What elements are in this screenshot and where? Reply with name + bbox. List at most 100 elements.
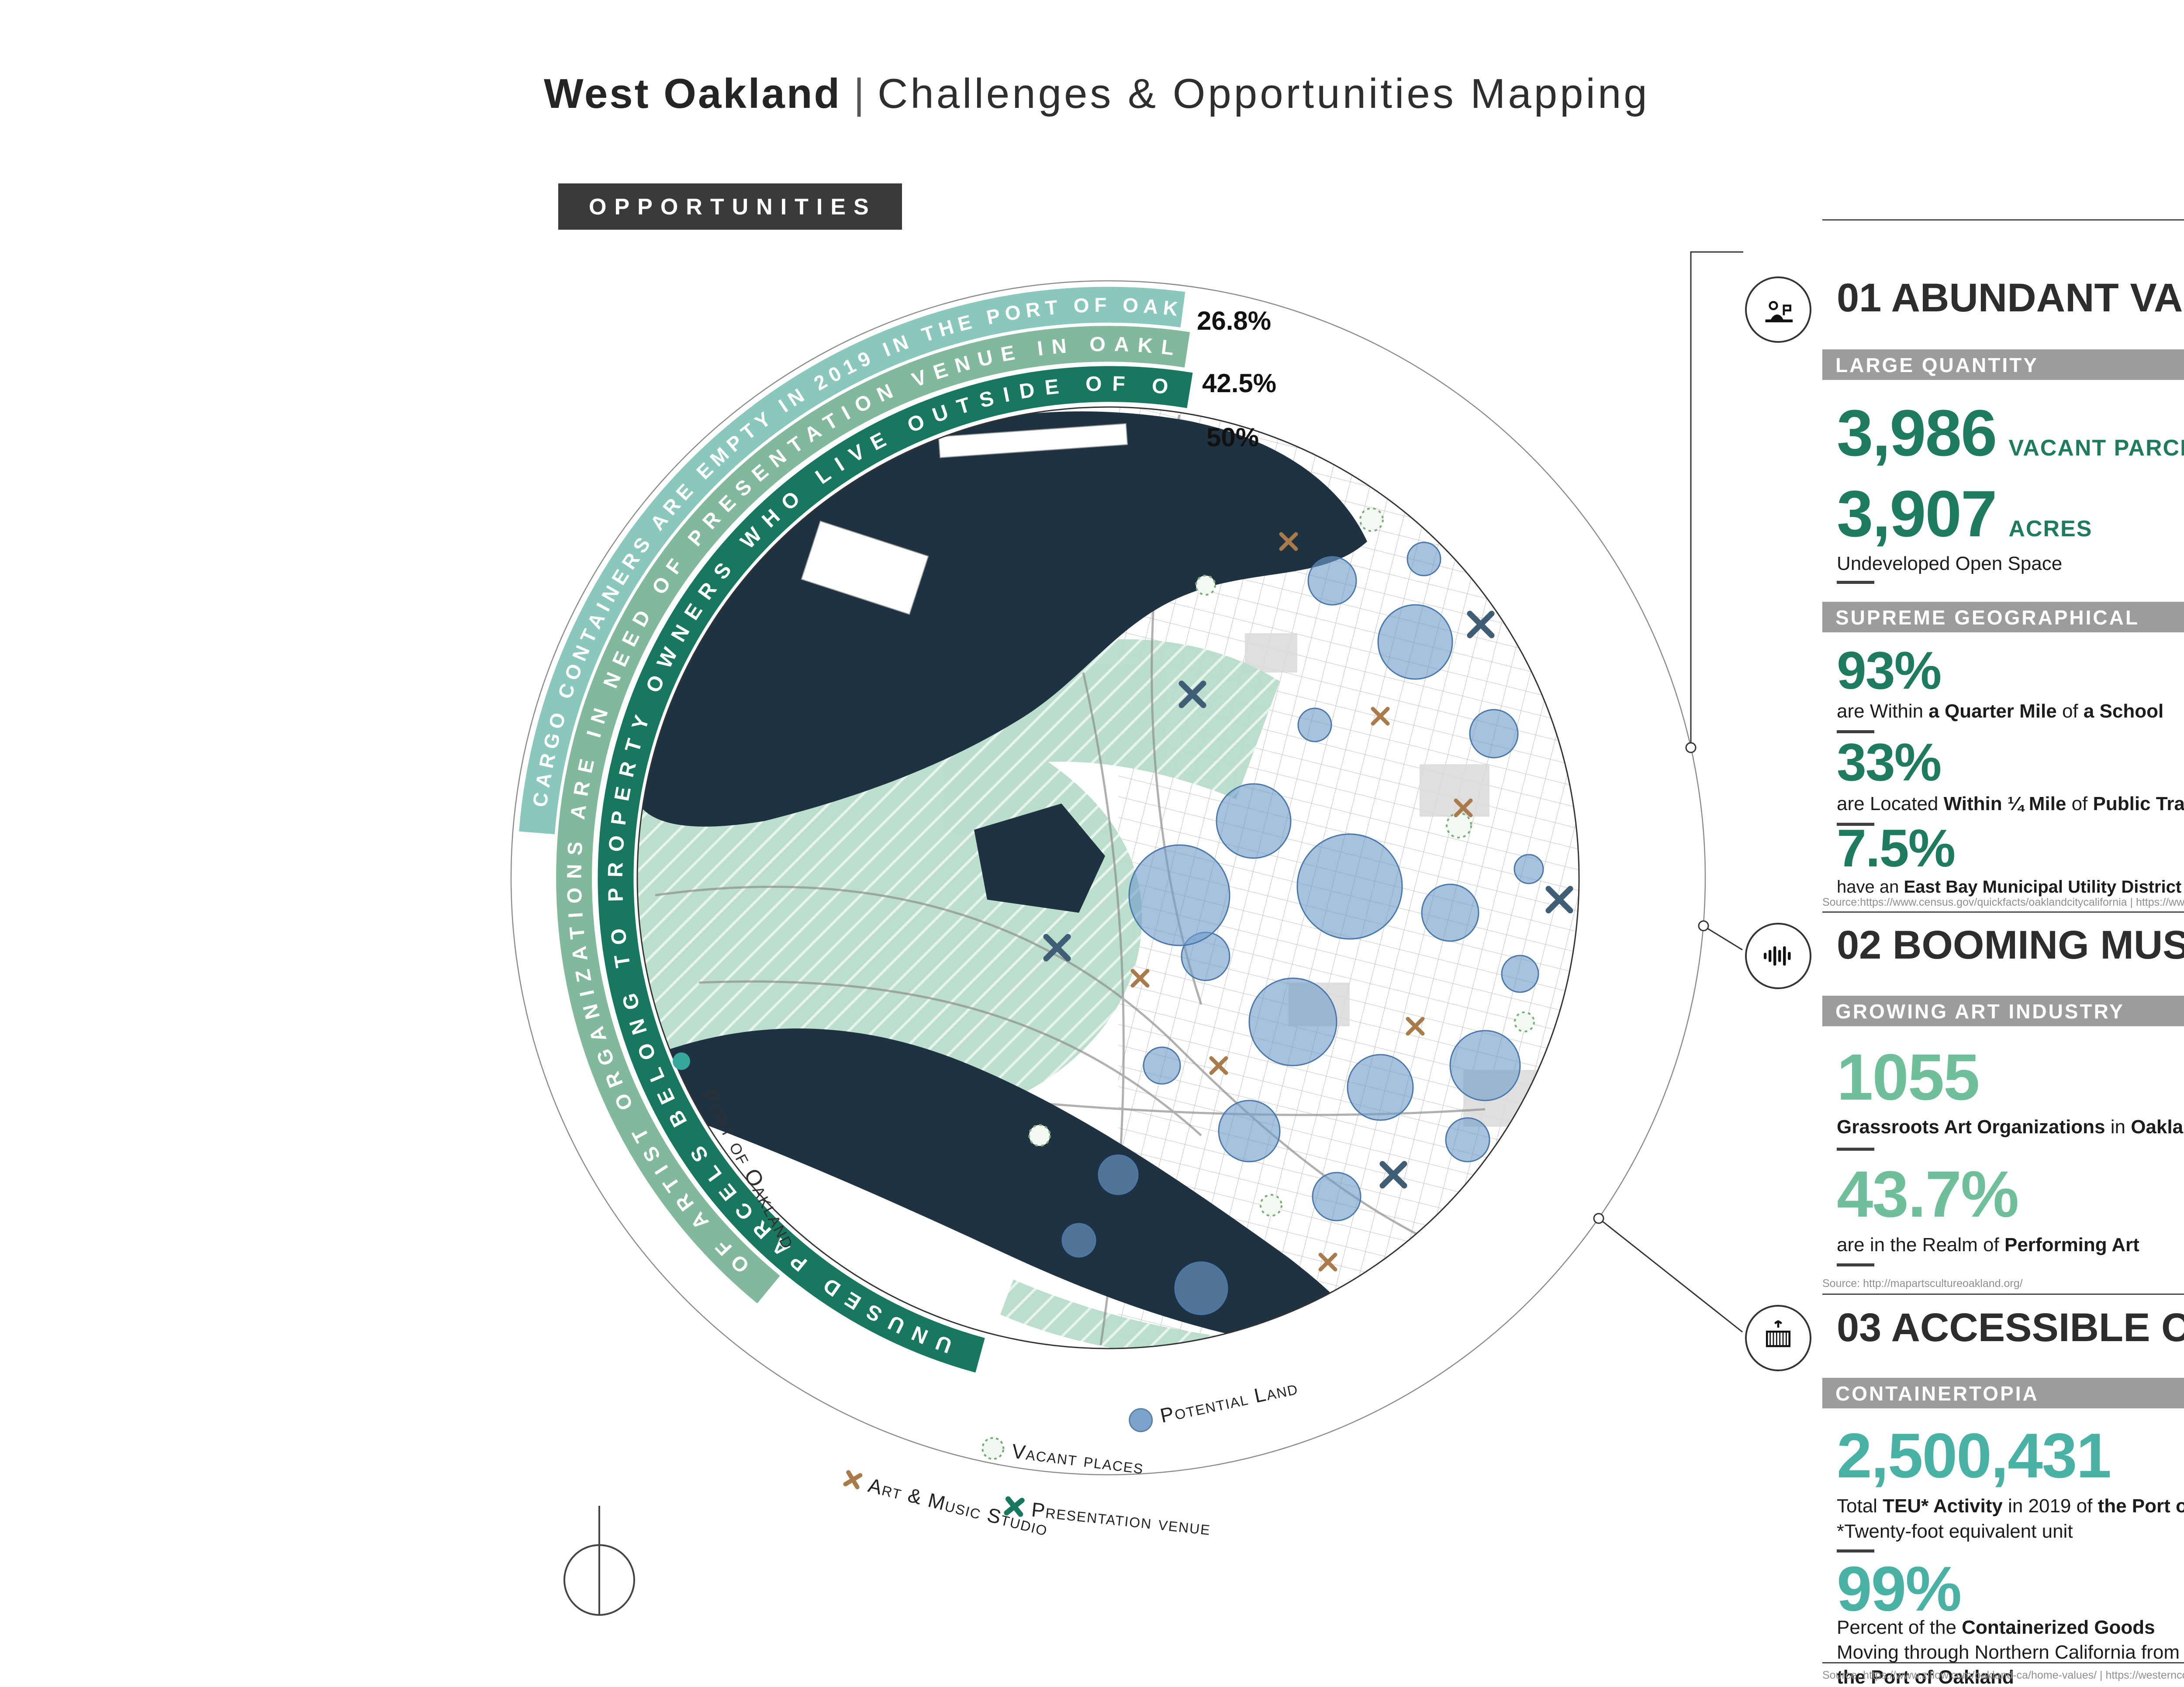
vacant-places-icon bbox=[981, 1437, 1005, 1460]
ring-value-2: 42.5% bbox=[1202, 369, 1276, 398]
ring-value-1: 26.8% bbox=[1197, 306, 1271, 335]
ring-values: 26.8% 42.5% 50% bbox=[1197, 306, 1276, 452]
s1-geo-transport: 33% bbox=[1837, 731, 1942, 793]
s1-stat-acres-unit: ACRES bbox=[2008, 516, 2093, 542]
s3-stat-goods-value: 99% bbox=[1837, 1553, 1962, 1624]
s1-stat-parcels-unit: VACANT PARCELS bbox=[2008, 435, 2184, 461]
s3-stat-teu: 2,500,431 bbox=[1837, 1419, 2111, 1492]
cap-part: in 2019 of bbox=[2002, 1495, 2098, 1517]
vacant-spaces-icon bbox=[1745, 276, 1811, 343]
rule-bottom bbox=[1822, 1662, 2184, 1663]
presentation-venue-x-icon bbox=[1004, 1496, 1025, 1517]
presentation-venue-markers bbox=[1043, 611, 1573, 1189]
section-leader-lines bbox=[1593, 251, 1743, 1333]
cap-part: of bbox=[2056, 700, 2084, 722]
cap-part: have an bbox=[1837, 877, 1904, 897]
legend-art-music-label: Art & Music Studio bbox=[866, 1473, 1051, 1540]
s1-acres-caption: Undeveloped Open Space bbox=[1837, 553, 2063, 574]
rule-top bbox=[1822, 219, 2184, 221]
s3-stat-goods-caption: Percent of the Containerized Goods Movin… bbox=[1837, 1615, 2184, 1687]
vacant-place-circles bbox=[1028, 507, 1535, 1217]
cap-part-bold: Within ¼ Mile bbox=[1943, 793, 2067, 814]
s2-stat-performing: 43.7% bbox=[1837, 1156, 2019, 1232]
rule-s2 bbox=[1822, 911, 2184, 913]
s3-source: Source: https://www.zillow.com/oakland-c… bbox=[1822, 1669, 2184, 1681]
page-title-secondary: Challenges & Opportunities Mapping bbox=[878, 70, 1650, 117]
cap-part-bold: the Port of Oakland bbox=[1837, 1666, 2014, 1687]
cap-part: Percent of the bbox=[1837, 1617, 1962, 1638]
section1-title: 01 ABUNDANT VACANT SPACES bbox=[1837, 276, 2184, 320]
s1-geo-school: 93% bbox=[1837, 640, 1942, 701]
cap-part-bold: TEU* Activity bbox=[1883, 1495, 2003, 1517]
title-separator: | bbox=[854, 70, 866, 117]
s3-dash-1 bbox=[1837, 1549, 1874, 1552]
outer-guide-circle bbox=[510, 280, 1706, 1476]
s3-stat-teu-caption: Total TEU* Activity in 2019 of the Port … bbox=[1837, 1494, 2184, 1518]
section3-title: 03 ACCESSIBLE CARGO CONTAINERS bbox=[1837, 1305, 2184, 1350]
section2-title: 02 BOOMING MUSIC & ART INDUSTRY bbox=[1837, 923, 2184, 967]
s1-bar-geo: SUPREME GEOGRAPHICAL LOCATION bbox=[1822, 602, 2184, 660]
cap-part-bold: Containerized Goods bbox=[1962, 1617, 2155, 1638]
legend-potential-land: Potential Land bbox=[1129, 1376, 1300, 1432]
art-studio-x-icon bbox=[843, 1470, 863, 1490]
cap-part-bold: Oakland bbox=[2131, 1116, 2184, 1138]
s1-stat-acres: 3,907 ACRES bbox=[1837, 476, 2092, 552]
page-title: West Oakland | Challenges & Opportunities … bbox=[544, 70, 1650, 118]
s3-stat-teu-value: 2,500,431 bbox=[1837, 1420, 2111, 1491]
vacant-lot-icon bbox=[1765, 301, 1793, 322]
cap-part-bold: a Quarter Mile bbox=[1928, 700, 2057, 722]
ring-gauges bbox=[519, 286, 1193, 1373]
s3-teu-note: *Twenty-foot equivalent unit bbox=[1837, 1521, 2073, 1542]
s1-geo-ebmud-value: 7.5% bbox=[1837, 818, 1956, 878]
opportunities-badge: OPPORTUNITIES bbox=[558, 183, 902, 230]
s2-dash-1 bbox=[1837, 1148, 1874, 1151]
map-content bbox=[637, 407, 1579, 1349]
piers bbox=[801, 423, 1128, 615]
s1-stat-parcels: 3,986 VACANT PARCELS bbox=[1837, 395, 2184, 471]
s3-stat-goods: 99% bbox=[1837, 1552, 1962, 1625]
cargo-container-icon-circle bbox=[1745, 1305, 1811, 1371]
rule-s3 bbox=[1822, 1294, 2184, 1295]
s2-stat-orgs: 1055 bbox=[1837, 1039, 1980, 1115]
s1-geo-transport-caption: are Located Within ¼ Mile of Public Tran… bbox=[1837, 791, 2184, 816]
cap-part: Moving through Northern California from bbox=[1837, 1642, 2180, 1663]
cap-part: Meter bbox=[2181, 877, 2184, 897]
s1-bar-large-quantity: LARGE QUANTITY bbox=[1822, 349, 2184, 380]
s2-stat-performing-caption: are in the Realm of Performing Art bbox=[1837, 1232, 2139, 1257]
ring-value-3: 50% bbox=[1206, 423, 1259, 452]
map-border-circle bbox=[636, 406, 1580, 1349]
cap-part: are Located bbox=[1837, 793, 1944, 814]
cap-part-bold: Grassroots Art Organizations bbox=[1837, 1116, 2105, 1138]
cap-part-bold: Performing Art bbox=[2004, 1234, 2139, 1256]
legend-vacant-places: Vacant places bbox=[981, 1437, 1145, 1478]
s1-stat-parcels-value: 3,986 bbox=[1837, 396, 1997, 469]
cap-part: Total bbox=[1837, 1495, 1883, 1517]
s1-geo-transport-value: 33% bbox=[1837, 732, 1942, 792]
cap-part-bold: a School bbox=[2083, 700, 2164, 722]
s1-stat-acres-value: 3,907 bbox=[1837, 477, 1997, 550]
cap-part: of bbox=[2066, 793, 2093, 814]
s1-dash-3 bbox=[1837, 823, 1874, 826]
s2-stat-orgs-caption: Grassroots Art Organizations in Oakland bbox=[1837, 1114, 2184, 1139]
cap-part: are Within bbox=[1837, 700, 1929, 722]
page-title-primary: West Oakland bbox=[544, 70, 842, 117]
s2-stat-orgs-value: 1055 bbox=[1837, 1040, 1980, 1114]
legend-potential-land-label: Potential Land bbox=[1158, 1376, 1300, 1427]
sound-wave-icon bbox=[1763, 946, 1791, 966]
cap-part: in bbox=[2105, 1116, 2131, 1138]
s1-source: Source:https://www.census.gov/quickfacts… bbox=[1822, 896, 2184, 908]
cap-part-bold: East Bay Municipal Utility District bbox=[1904, 877, 2182, 897]
cap-part: are in the Realm of bbox=[1837, 1234, 2004, 1256]
s1-geo-school-value: 93% bbox=[1837, 641, 1942, 700]
compass-icon bbox=[563, 1506, 635, 1616]
music-art-icon bbox=[1745, 923, 1811, 989]
port-of-oakland-dot bbox=[673, 1052, 690, 1070]
s1-geo-ebmud-caption: have an East Bay Municipal Utility Distr… bbox=[1837, 876, 2184, 898]
s3-bar-containertopia: CONTAINERTOPIA bbox=[1822, 1378, 2184, 1408]
legend-vacant-places-label: Vacant places bbox=[1011, 1439, 1145, 1478]
potential-land-icon bbox=[1129, 1408, 1153, 1432]
s2-source: Source: http://mapartscultureoakland.org… bbox=[1822, 1277, 2023, 1290]
crane-container-icon bbox=[1766, 1320, 1791, 1347]
